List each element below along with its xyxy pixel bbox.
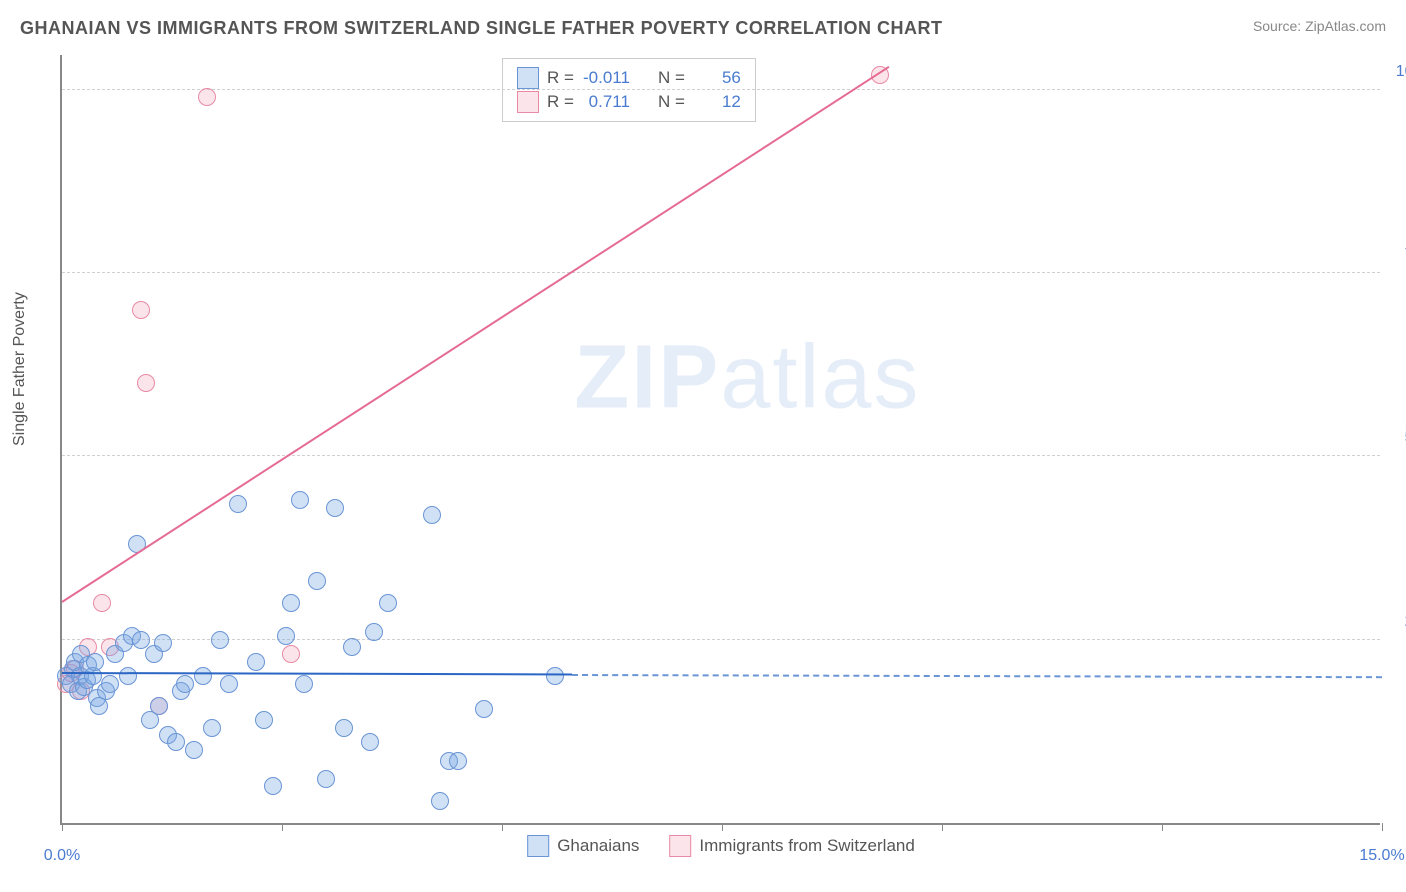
data-point-blue: [264, 777, 282, 795]
y-axis-title: Single Father Poverty: [11, 292, 29, 446]
chart-header: GHANAIAN VS IMMIGRANTS FROM SWITZERLAND …: [20, 18, 1386, 39]
data-point-blue: [255, 711, 273, 729]
legend-item-pink: Immigrants from Switzerland: [669, 835, 914, 857]
data-point-blue: [203, 719, 221, 737]
data-point-blue: [132, 631, 150, 649]
watermark-bold: ZIP: [574, 327, 720, 427]
n-label: N =: [658, 92, 685, 112]
swatch-pink-icon: [669, 835, 691, 857]
data-point-blue: [423, 506, 441, 524]
data-point-blue: [431, 792, 449, 810]
n-value-pink: 12: [693, 92, 741, 112]
data-point-blue: [326, 499, 344, 517]
data-point-blue: [343, 638, 361, 656]
x-tick: [282, 823, 283, 831]
data-point-blue: [335, 719, 353, 737]
source-name: ZipAtlas.com: [1305, 18, 1386, 34]
data-point-pink: [93, 594, 111, 612]
source-label: Source: ZipAtlas.com: [1253, 18, 1386, 34]
data-point-blue: [295, 675, 313, 693]
swatch-blue-icon: [517, 67, 539, 89]
chart-title: GHANAIAN VS IMMIGRANTS FROM SWITZERLAND …: [20, 18, 943, 39]
swatch-blue-icon: [527, 835, 549, 857]
gridline: [62, 89, 1380, 90]
swatch-pink-icon: [517, 91, 539, 113]
data-point-blue: [150, 697, 168, 715]
series-legend: Ghanaians Immigrants from Switzerland: [527, 835, 915, 857]
data-point-blue: [449, 752, 467, 770]
data-point-blue: [308, 572, 326, 590]
data-point-blue: [185, 741, 203, 759]
data-point-blue: [365, 623, 383, 641]
data-point-blue: [291, 491, 309, 509]
data-point-pink: [198, 88, 216, 106]
data-point-blue: [229, 495, 247, 513]
data-point-blue: [379, 594, 397, 612]
data-point-pink: [282, 645, 300, 663]
x-tick: [62, 823, 63, 831]
x-tick: [942, 823, 943, 831]
gridline: [62, 455, 1380, 456]
watermark-rest: atlas: [720, 327, 920, 427]
data-point-blue: [194, 667, 212, 685]
y-tick-label: 100.0%: [1396, 63, 1406, 81]
data-point-blue: [317, 770, 335, 788]
data-point-blue: [167, 733, 185, 751]
x-tick: [1162, 823, 1163, 831]
r-value-blue: -0.011: [582, 68, 630, 88]
legend-label-pink: Immigrants from Switzerland: [699, 836, 914, 856]
x-tick: [1382, 823, 1383, 831]
plot-area: ZIPatlas R = -0.011 N = 56 R = 0.711 N =…: [60, 55, 1380, 825]
data-point-blue: [546, 667, 564, 685]
data-point-blue: [282, 594, 300, 612]
legend-label-blue: Ghanaians: [557, 836, 639, 856]
r-label: R =: [547, 68, 574, 88]
trend-line-dashed: [572, 674, 1382, 678]
data-point-blue: [176, 675, 194, 693]
x-tick: [722, 823, 723, 831]
data-point-blue: [361, 733, 379, 751]
r-value-pink: 0.711: [582, 92, 630, 112]
n-value-blue: 56: [693, 68, 741, 88]
trend-line: [62, 672, 572, 675]
data-point-blue: [247, 653, 265, 671]
x-tick-label: 15.0%: [1359, 847, 1404, 865]
correlation-legend: R = -0.011 N = 56 R = 0.711 N = 12: [502, 58, 756, 122]
trend-line: [61, 66, 889, 603]
legend-row-blue: R = -0.011 N = 56: [517, 67, 741, 89]
data-point-pink: [132, 301, 150, 319]
data-point-blue: [86, 653, 104, 671]
data-point-blue: [220, 675, 238, 693]
x-tick: [502, 823, 503, 831]
data-point-blue: [475, 700, 493, 718]
r-label: R =: [547, 92, 574, 112]
gridline: [62, 639, 1380, 640]
data-point-blue: [277, 627, 295, 645]
data-point-blue: [101, 675, 119, 693]
gridline: [62, 272, 1380, 273]
data-point-blue: [119, 667, 137, 685]
data-point-blue: [154, 634, 172, 652]
data-point-blue: [211, 631, 229, 649]
legend-row-pink: R = 0.711 N = 12: [517, 91, 741, 113]
x-tick-label: 0.0%: [44, 847, 80, 865]
n-label: N =: [658, 68, 685, 88]
watermark: ZIPatlas: [574, 326, 920, 429]
source-prefix: Source:: [1253, 18, 1305, 34]
legend-item-blue: Ghanaians: [527, 835, 639, 857]
data-point-pink: [137, 374, 155, 392]
